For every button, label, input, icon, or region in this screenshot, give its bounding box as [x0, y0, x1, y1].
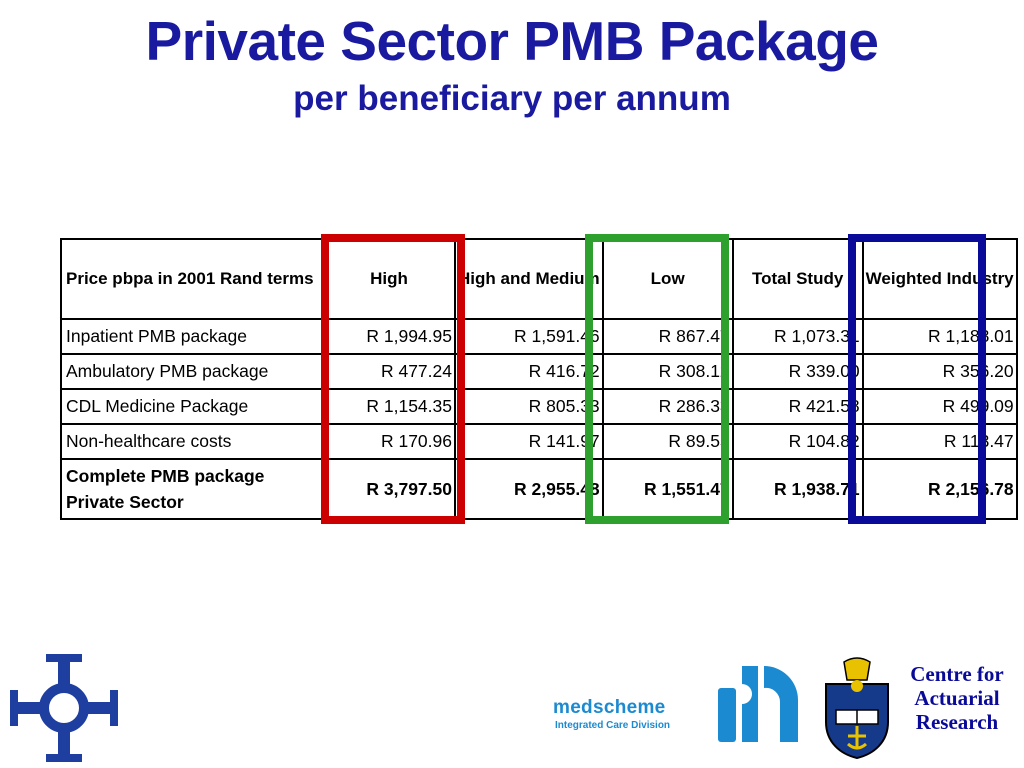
medscheme-name: medscheme [553, 697, 666, 718]
header-high-and-medium: High and Medium [454, 238, 604, 320]
table-row-ambulatory: Ambulatory PMB package R 477.24 R 416.72… [60, 353, 1018, 390]
cell-weighted-industry: R 1,188.01 [861, 318, 1018, 355]
cell-low: R 308.12 [601, 353, 734, 390]
slide-title: Private Sector PMB Package [145, 10, 879, 72]
table-row-total: Complete PMB package Private Sector R 3,… [60, 458, 1018, 520]
header-total-study: Total Study [731, 238, 864, 320]
pmb-price-table: Price pbpa in 2001 Rand terms High High … [60, 238, 1018, 520]
cell-total-study: R 339.00 [731, 353, 864, 390]
cell-weighted-industry: R 356.20 [861, 353, 1018, 390]
cell-high-and-medium: R 805.33 [454, 388, 604, 425]
cell-total-study: R 1,938.71 [731, 458, 864, 520]
header-high: High [322, 238, 456, 320]
cell-high-and-medium: R 1,591.46 [454, 318, 604, 355]
cell-high: R 477.24 [322, 353, 456, 390]
table-row-inpatient: Inpatient PMB package R 1,994.95 R 1,591… [60, 318, 1018, 355]
cell-total-study: R 104.82 [731, 423, 864, 460]
slide-subtitle: per beneficiary per annum [293, 79, 731, 118]
car-logo-text: Centre for Actuarial Research [910, 662, 1004, 734]
row-label: Inpatient PMB package [60, 318, 324, 355]
header-low: Low [601, 238, 734, 320]
table-header-row: Price pbpa in 2001 Rand terms High High … [60, 238, 1018, 320]
cell-total-study: R 421.58 [731, 388, 864, 425]
cell-high: R 1,154.35 [322, 388, 456, 425]
cell-low: R 286.33 [601, 388, 734, 425]
cell-high: R 3,797.50 [322, 458, 456, 520]
table-row-non-healthcare: Non-healthcare costs R 170.96 R 141.97 R… [60, 423, 1018, 460]
cell-high: R 170.96 [322, 423, 456, 460]
header-price-label: Price pbpa in 2001 Rand terms [60, 238, 324, 320]
university-crest-icon [825, 657, 889, 760]
cell-high-and-medium: R 2,955.48 [454, 458, 604, 520]
cell-weighted-industry: R 113.47 [861, 423, 1018, 460]
cell-high-and-medium: R 141.97 [454, 423, 604, 460]
cell-low: R 1,551.47 [601, 458, 734, 520]
medscheme-mark-icon [718, 666, 798, 742]
table-row-cdl-medicine: CDL Medicine Package R 1,154.35 R 805.33… [60, 388, 1018, 425]
header-weighted-industry: Weighted Industry [861, 238, 1018, 320]
cell-high-and-medium: R 416.72 [454, 353, 604, 390]
cell-weighted-industry: R 2,156.78 [861, 458, 1018, 520]
medscheme-division: Integrated Care Division [555, 720, 671, 731]
medscheme-logo: medscheme Integrated Care Division [553, 697, 713, 733]
cell-weighted-industry: R 499.09 [861, 388, 1018, 425]
cell-low: R 867.47 [601, 318, 734, 355]
cell-total-study: R 1,073.31 [731, 318, 864, 355]
cell-low: R 89.55 [601, 423, 734, 460]
interlocking-cross-logo-icon [10, 654, 118, 762]
row-label: CDL Medicine Package [60, 388, 324, 425]
cell-high: R 1,994.95 [322, 318, 456, 355]
row-label-total: Complete PMB package Private Sector [60, 458, 324, 520]
row-label: Non-healthcare costs [60, 423, 324, 460]
row-label: Ambulatory PMB package [60, 353, 324, 390]
